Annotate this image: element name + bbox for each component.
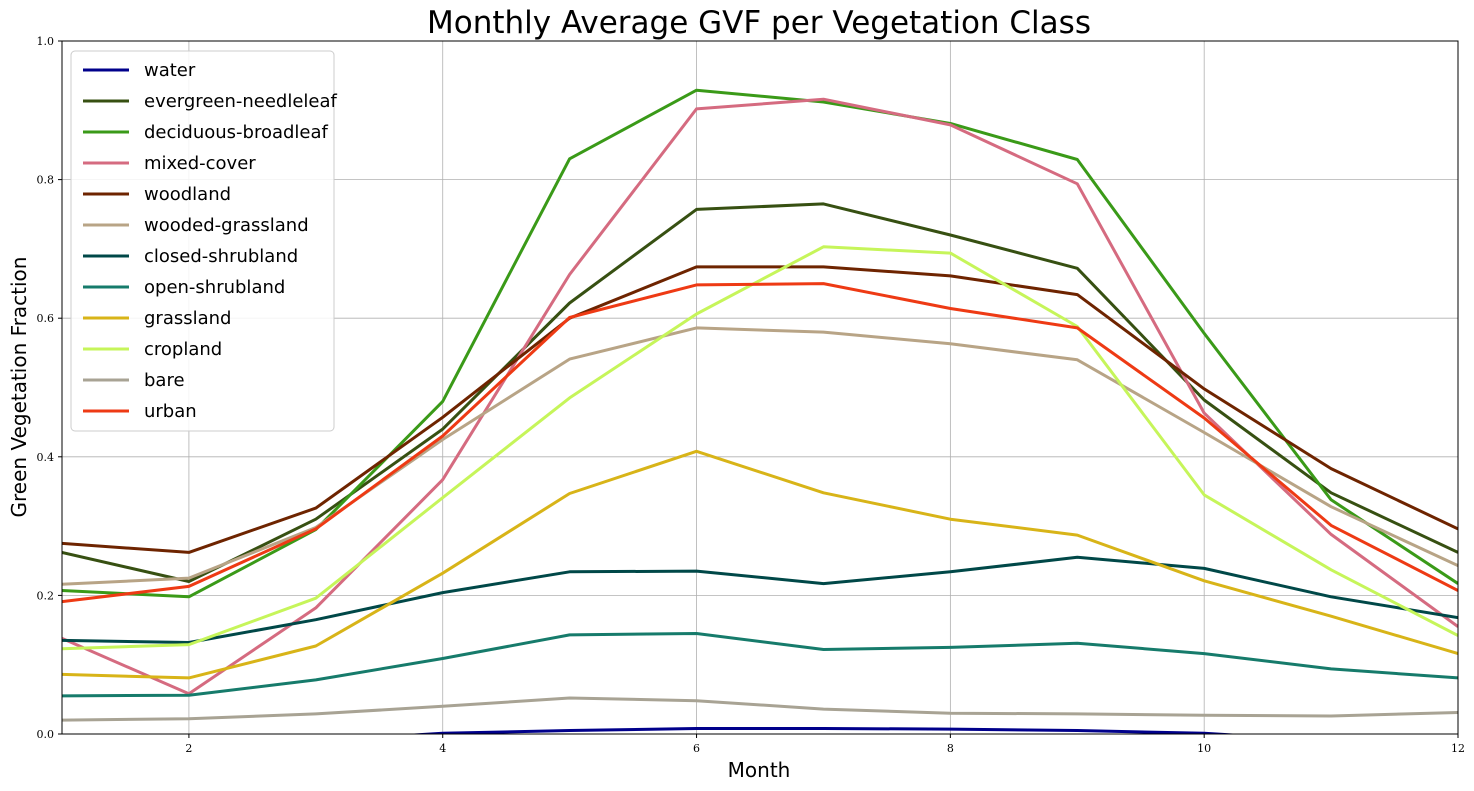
x-tick-label: 12 [1451,742,1465,755]
series-line-bare [62,696,1458,722]
x-tick-label: 2 [185,742,192,755]
x-tick-label: 8 [947,742,954,755]
y-axis-ticks: 0.0 0.2 0.4 0.6 0.8 1.0 [37,35,62,741]
legend-label: cropland [144,339,222,360]
y-tick-label: 0.2 [37,589,55,602]
y-tick-label: 0.4 [37,451,55,464]
series-line-wooded-grassland [62,326,1458,586]
y-axis-label: Green Vegetation Fraction [7,257,31,518]
legend-label: water [144,60,196,81]
x-axis-ticks: 2 4 6 8 10 12 [185,734,1465,755]
series-line-grassland [62,449,1458,680]
legend: water evergreen-needleleaf deciduous-broad… [70,50,338,432]
legend-label: evergreen-needleleaf [144,91,338,112]
legend-label: woodland [144,184,231,205]
legend-label: wooded-grassland [144,215,309,236]
series-line-closed-shrubland [62,555,1458,644]
series-line-woodland [62,265,1458,554]
series-line-urban [62,282,1458,604]
series-line-deciduous-broadleaf [62,88,1458,599]
series-line-evergreen-needleleaf [62,202,1458,583]
plot-frame [61,40,1459,735]
legend-label: closed-shrubland [144,246,298,267]
legend-label: urban [144,401,197,422]
series-line-cropland [62,245,1458,651]
x-tick-label: 6 [693,742,700,755]
legend-box [70,50,335,432]
y-tick-label: 0.6 [37,312,55,325]
chart-title: Monthly Average GVF per Vegetation Class [427,5,1091,41]
x-tick-label: 10 [1197,742,1211,755]
x-tick-label: 4 [439,742,446,755]
plot-area [62,88,1458,734]
legend-label: open-shrubland [144,277,285,298]
legend-label: mixed-cover [144,153,256,174]
y-tick-label: 0.0 [37,728,55,741]
legend-label: grassland [144,308,231,329]
legend-label: bare [144,370,185,391]
y-tick-label: 1.0 [37,35,55,48]
y-tick-label: 0.8 [37,174,55,187]
series-line-open-shrubland [62,632,1458,698]
x-axis-label: Month [728,758,791,782]
series-line-water [405,727,1241,734]
legend-label: deciduous-broadleaf [144,122,329,143]
